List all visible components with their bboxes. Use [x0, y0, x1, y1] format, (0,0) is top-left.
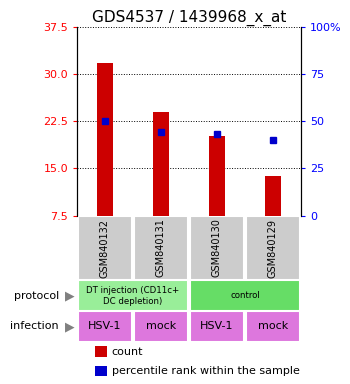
Bar	[78, 215, 132, 280]
Text: ▶: ▶	[65, 289, 75, 302]
Bar	[95, 346, 107, 357]
Text: ▶: ▶	[65, 320, 75, 333]
Bar	[246, 215, 300, 280]
Text: count: count	[112, 347, 143, 357]
Text: DT injection (CD11c+
DC depletion): DT injection (CD11c+ DC depletion)	[86, 286, 180, 306]
Bar	[95, 366, 107, 376]
Bar	[97, 63, 113, 215]
Bar	[265, 176, 281, 215]
Title: GDS4537 / 1439968_x_at: GDS4537 / 1439968_x_at	[92, 9, 286, 25]
Text: HSV-1: HSV-1	[200, 321, 234, 331]
Bar	[78, 311, 132, 342]
Bar	[190, 215, 244, 280]
Bar	[190, 280, 300, 311]
Bar	[153, 113, 169, 215]
Text: HSV-1: HSV-1	[88, 321, 122, 331]
Text: protocol: protocol	[14, 291, 59, 301]
Text: mock: mock	[146, 321, 176, 331]
Bar	[78, 280, 188, 311]
Text: GSM840132: GSM840132	[100, 218, 110, 278]
Bar	[190, 311, 244, 342]
Bar	[246, 311, 300, 342]
Text: infection: infection	[10, 321, 59, 331]
Bar	[134, 215, 188, 280]
Bar	[209, 136, 225, 215]
Bar	[134, 311, 188, 342]
Text: control: control	[230, 291, 260, 300]
Text: GSM840129: GSM840129	[268, 218, 278, 278]
Text: GSM840130: GSM840130	[212, 218, 222, 278]
Text: GSM840131: GSM840131	[156, 218, 166, 278]
Text: percentile rank within the sample: percentile rank within the sample	[112, 366, 300, 376]
Text: mock: mock	[258, 321, 288, 331]
